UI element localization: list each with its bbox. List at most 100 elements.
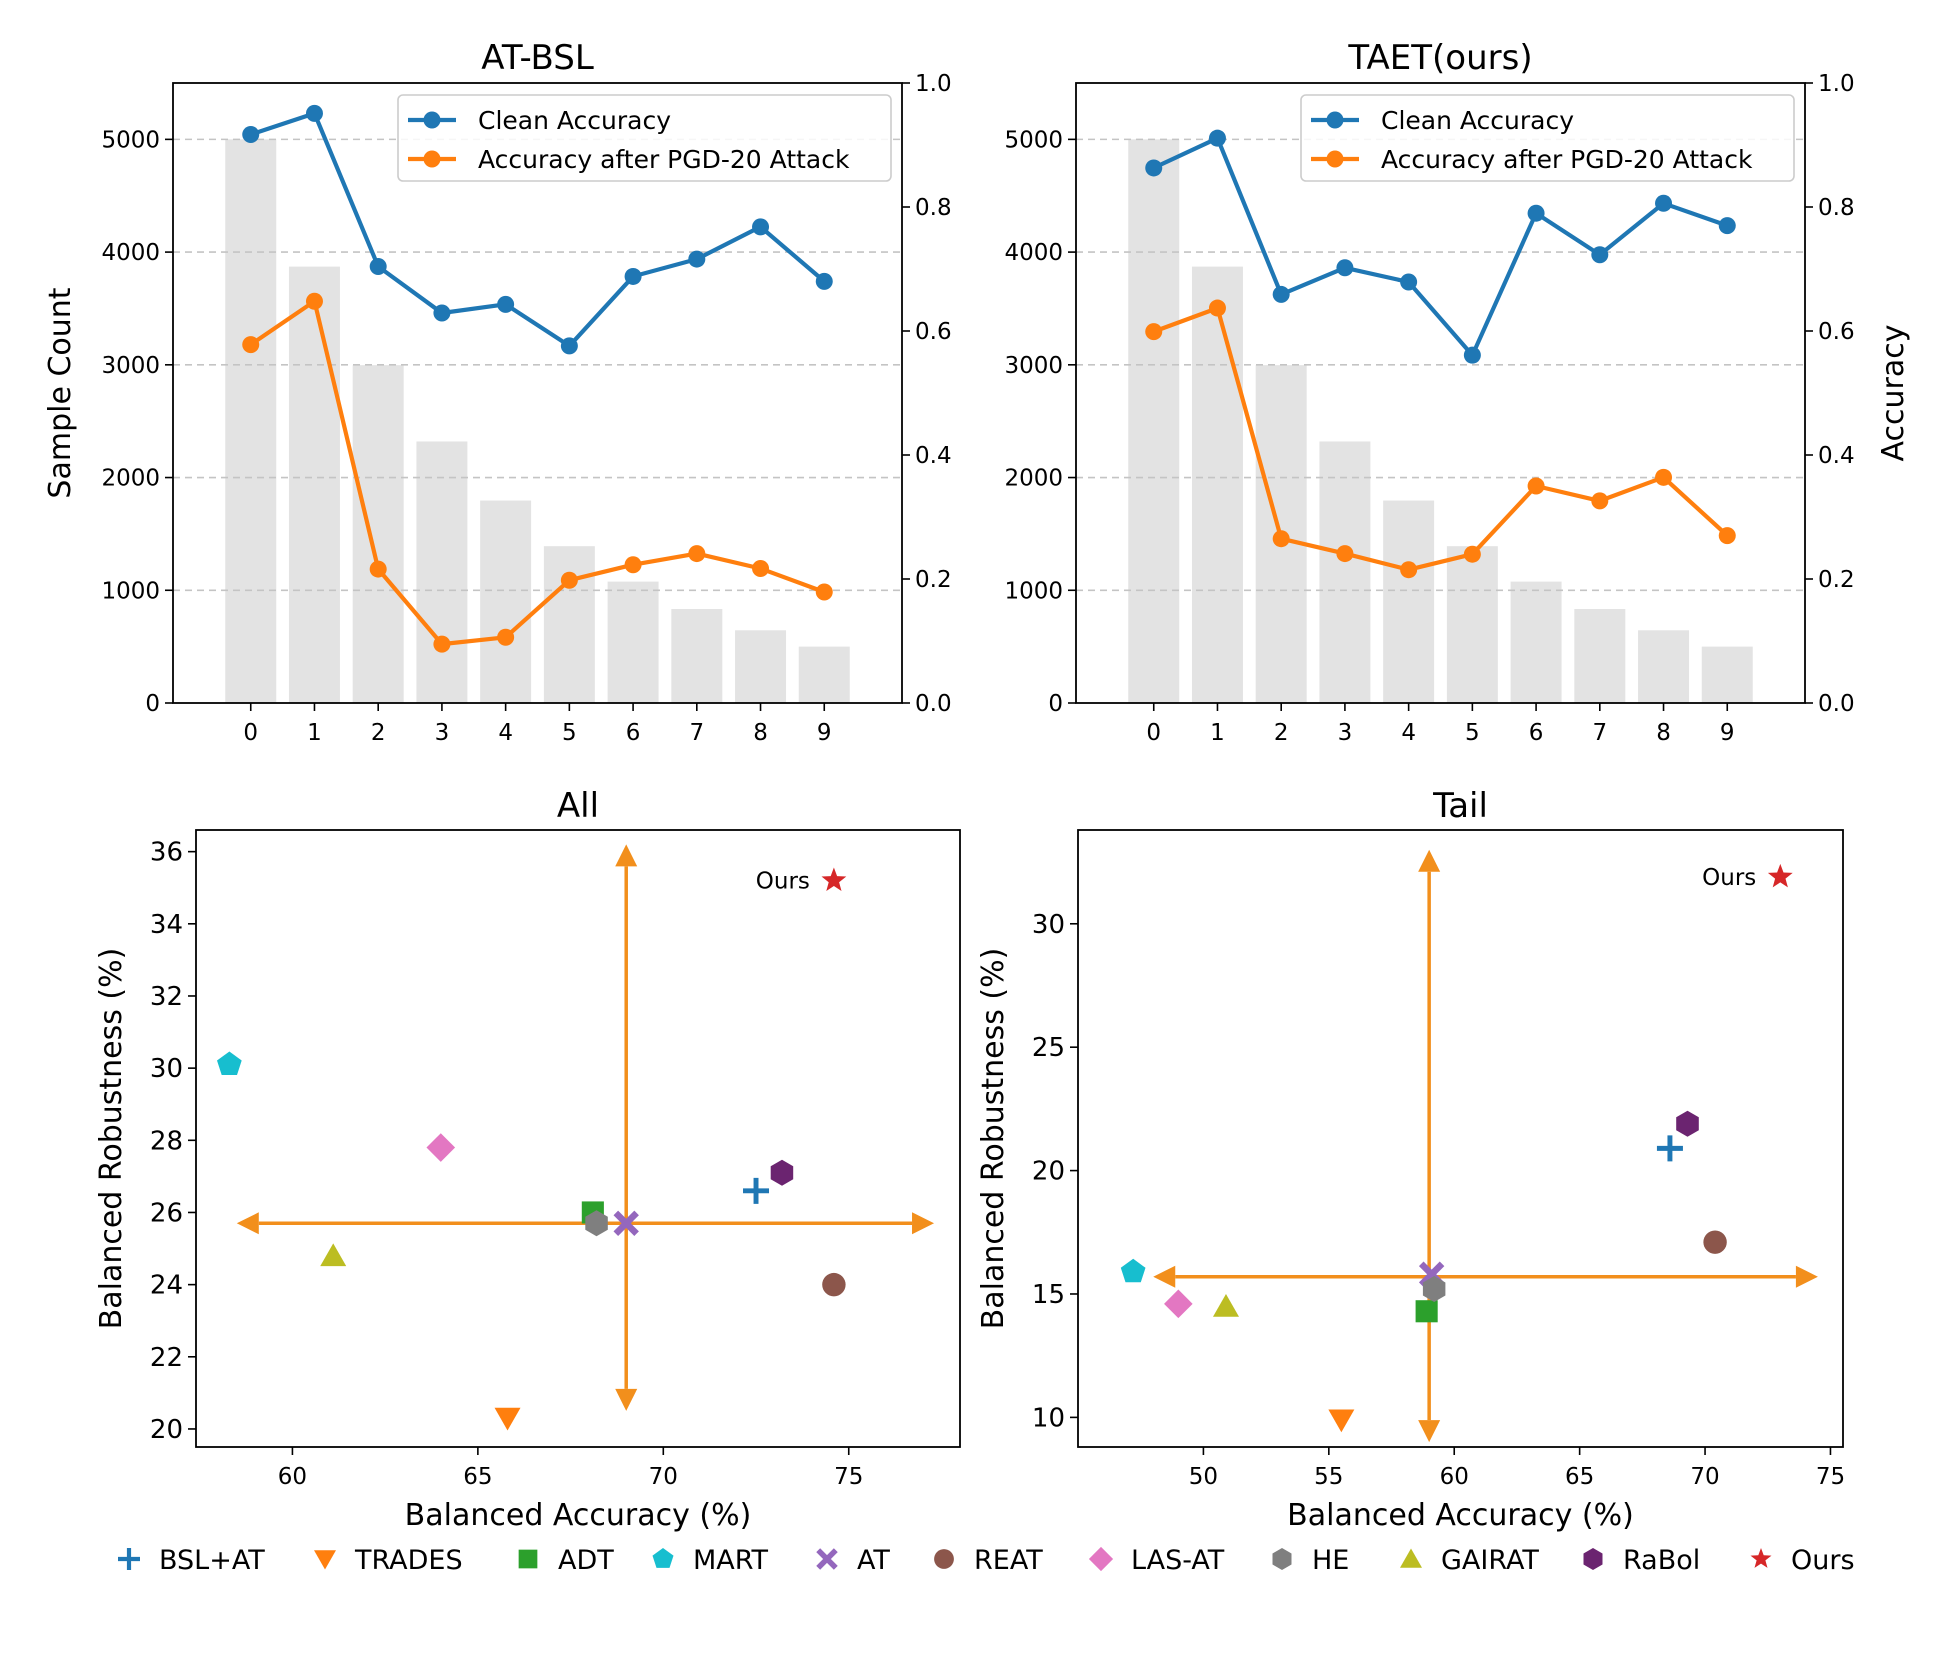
arrow-head-left [1153, 1265, 1176, 1288]
sample-count-bar [288, 266, 340, 703]
point-rabol [770, 1159, 794, 1186]
y2-tick-label: 0.4 [1818, 443, 1855, 469]
y-tick-label: 28 [150, 1126, 183, 1156]
panel-title: TAET(ours) [1347, 38, 1532, 78]
y-tick-label: 26 [150, 1198, 183, 1228]
point-adt [1415, 1300, 1438, 1323]
legend-marker-trades [314, 1550, 336, 1570]
series-point [1208, 299, 1226, 317]
legend-marker [423, 150, 441, 168]
crosshair-arrows [236, 844, 935, 1411]
legend-marker [1326, 150, 1344, 168]
arrow-head-down [615, 1388, 638, 1411]
x-tick-label: 9 [817, 720, 832, 746]
series-point [1591, 492, 1609, 510]
series-point [1400, 273, 1418, 291]
sample-count-bar [735, 630, 787, 703]
y-axis-label: Balanced Robustness (%) [94, 948, 129, 1330]
sample-count-bar [798, 646, 850, 703]
x-tick-label: 60 [278, 1464, 307, 1490]
x-tick-label: 50 [1189, 1464, 1218, 1490]
series-point [1718, 527, 1736, 545]
series-point [242, 336, 260, 354]
series-point [305, 104, 323, 122]
y-axis-label: Balanced Robustness (%) [976, 948, 1011, 1330]
x-tick-label: 5 [1465, 720, 1480, 746]
sample-count-bar [1191, 266, 1243, 703]
x-tick-label: 8 [753, 720, 768, 746]
sample-count-bar [1319, 441, 1371, 703]
point-rabol [1676, 1110, 1699, 1137]
point-mart [217, 1051, 242, 1075]
y-tick-label: 2000 [1004, 466, 1063, 492]
panel-title: Tail [1432, 786, 1488, 826]
series-point [1718, 217, 1736, 235]
legend-frame [397, 94, 892, 182]
y-tick-label: 25 [1032, 1033, 1065, 1063]
point-gairat [320, 1243, 347, 1267]
bar-line-panel-at-bsl: 0 1000 2000 3000 4000 5000 0.0 0.2 0.4 0.6 0.8 1.0 0… [43, 38, 952, 746]
series-point [1145, 323, 1163, 341]
x-tick-label: 65 [463, 1464, 492, 1490]
series-point [1463, 545, 1481, 563]
panel-title: AT-BSL [481, 38, 594, 78]
legend-label: Accuracy after PGD-20 Attack [1381, 145, 1753, 174]
point-he [585, 1210, 608, 1237]
series-point [1527, 477, 1545, 495]
legend: Clean Accuracy Accuracy after PGD-20 Atta… [397, 94, 892, 182]
x-tick-label: 1 [307, 720, 322, 746]
sample-count-bar [1128, 139, 1180, 703]
y-tick-label: 20 [150, 1415, 183, 1445]
y-tick-label: 1000 [101, 578, 160, 604]
x-tick-label: 1 [1210, 720, 1225, 746]
legend-frame [1300, 94, 1795, 182]
y-tick-label: 10 [1032, 1403, 1065, 1433]
y-tick-label: 30 [1032, 910, 1065, 940]
arrow-head-right [912, 1212, 935, 1235]
series-point [815, 583, 833, 601]
ours-annotation: Ours [756, 869, 810, 895]
legend-label: Ours [1791, 1545, 1855, 1576]
x-tick-label: 65 [1565, 1464, 1594, 1490]
y2-tick-label: 1.0 [1818, 71, 1855, 97]
series-point [497, 628, 515, 646]
legend-label: ADT [558, 1545, 614, 1576]
series-point [752, 218, 770, 236]
x-tick-label: 55 [1314, 1464, 1343, 1490]
x-tick-label: 9 [1720, 720, 1735, 746]
sample-count-bar [1638, 630, 1690, 703]
x-tick-label: 8 [1656, 720, 1671, 746]
y2-tick-label: 0.4 [915, 443, 952, 469]
x-tick-label: 75 [834, 1464, 863, 1490]
series-point [433, 304, 451, 322]
sample-count-bar [671, 608, 723, 703]
point-he [1422, 1276, 1446, 1302]
series-point [433, 635, 451, 653]
series-point [1527, 204, 1545, 222]
x-tick-label: 2 [1274, 720, 1289, 746]
point-ours [821, 867, 847, 891]
legend-label: GAIRAT [1441, 1545, 1539, 1576]
y-tick-label: 1000 [1004, 578, 1063, 604]
point-bsl-at [743, 1177, 770, 1204]
x-tick-label: 7 [1592, 720, 1607, 746]
point-las-at [426, 1133, 456, 1162]
y2-tick-label: 0.2 [915, 567, 952, 593]
series-point [752, 559, 770, 577]
arrow-head-right [1795, 1265, 1818, 1288]
point-trades [494, 1407, 521, 1431]
y-tick-label: 36 [150, 838, 183, 868]
series-point [1336, 259, 1354, 277]
point-gairat [1212, 1293, 1239, 1317]
legend-marker [423, 111, 441, 129]
y-tick-label: 30 [150, 1054, 183, 1084]
series-point [624, 267, 642, 285]
y-tick-label: 32 [150, 982, 183, 1012]
sample-count-bar [1383, 500, 1435, 703]
y-tick-label: 0 [1048, 691, 1063, 717]
series-point [560, 337, 578, 355]
x-tick-label: 6 [626, 720, 641, 746]
y-tick-label: 3000 [101, 353, 160, 379]
axes-frame [1077, 829, 1844, 1448]
